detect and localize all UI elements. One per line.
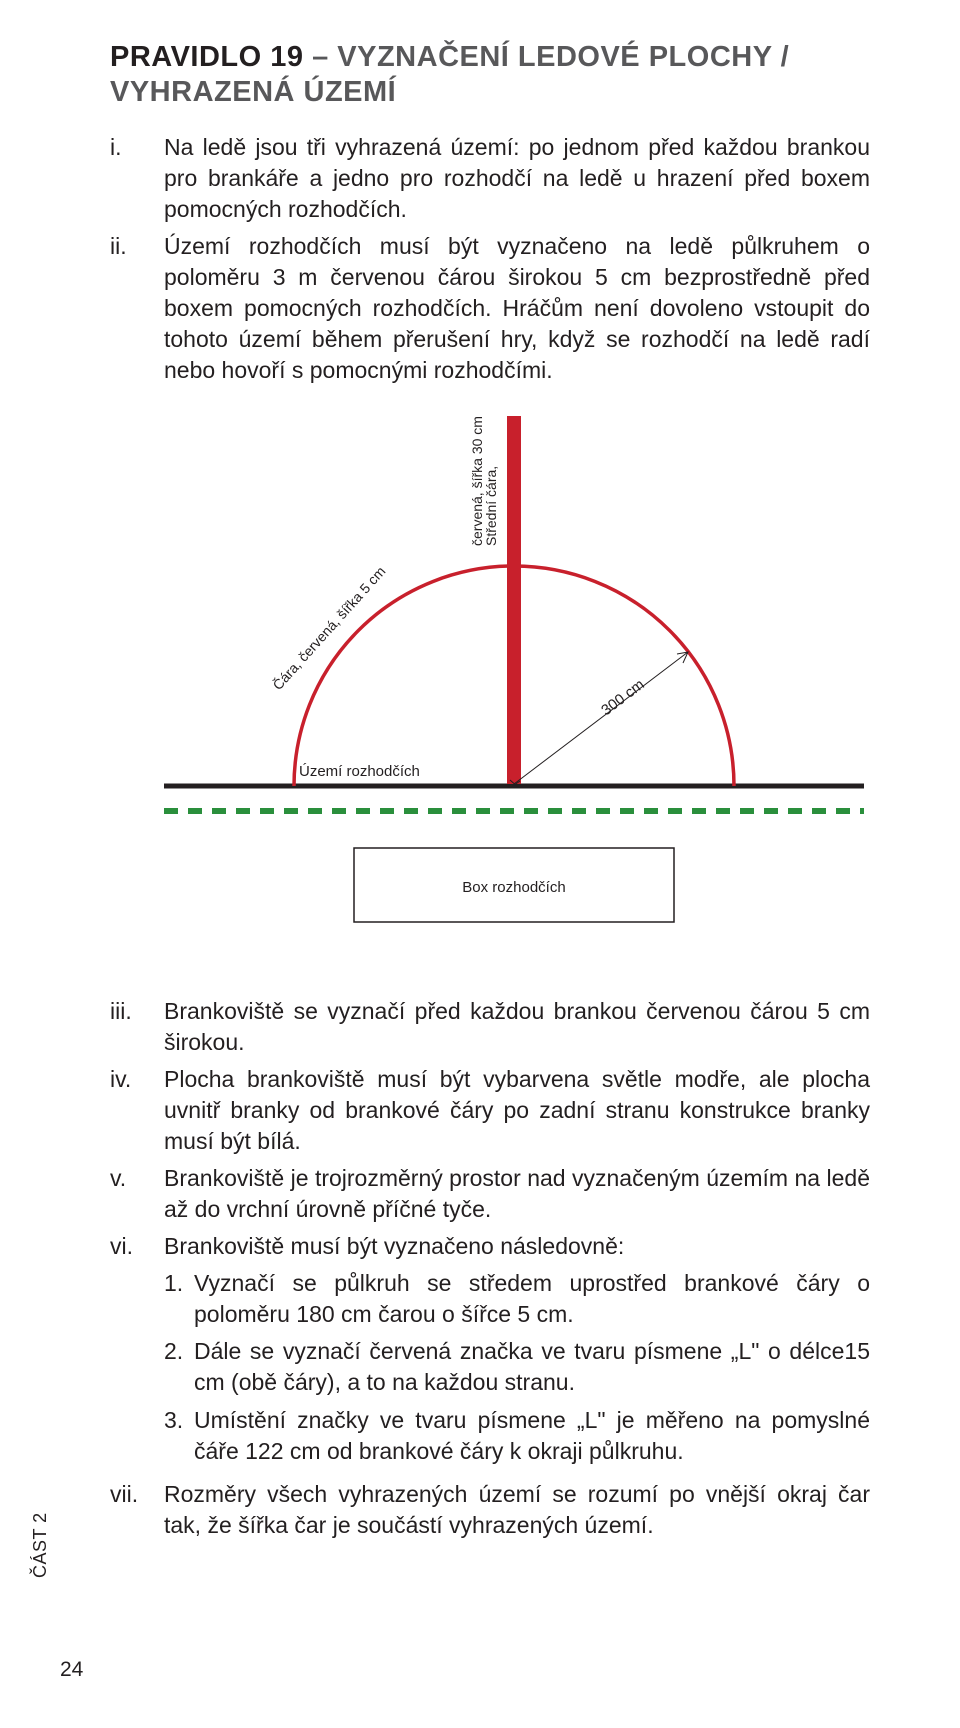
subitem-number: 3. (164, 1405, 194, 1467)
title-text-1: VYZNAČENÍ LEDOVÉ PLOCHY (337, 41, 772, 73)
rule-title: PRAVIDLO 19 – VYZNAČENÍ LEDOVÉ PLOCHY / … (110, 40, 870, 110)
list-item: 2. Dále se vyznačí červená značka ve tva… (164, 1336, 870, 1398)
item-body: Brankoviště musí být vyznačeno následovn… (164, 1231, 870, 1472)
list-item: iii. Brankoviště se vyznačí před každou … (110, 996, 870, 1058)
list-item: iv. Plocha brankoviště musí být vybarven… (110, 1064, 870, 1157)
rule-list-continued: iii. Brankoviště se vyznačí před každou … (110, 996, 870, 1541)
item-body: Rozměry všech vyhrazených území se rozum… (164, 1479, 870, 1541)
item-number: vii. (110, 1479, 164, 1541)
item-body: Brankoviště se vyznačí před každou brank… (164, 996, 870, 1058)
list-item: 1. Vyznačí se půlkruh se středem uprostř… (164, 1268, 870, 1330)
item-body: Území rozhodčích musí být vyznačeno na l… (164, 231, 870, 386)
title-text-2: VYHRAZENÁ ÚZEMÍ (110, 76, 396, 108)
item-number: iii. (110, 996, 164, 1058)
arc-label: Čára, červená, šířka 5 cm (269, 563, 388, 693)
item-body: Plocha brankoviště musí být vybarvena sv… (164, 1064, 870, 1157)
list-item: v. Brankoviště je trojrozměrný prostor n… (110, 1163, 870, 1225)
list-item: i. Na ledě jsou tři vyhrazená území: po … (110, 132, 870, 225)
subitem-body: Vyznačí se půlkruh se středem uprostřed … (194, 1268, 870, 1330)
item-text: Brankoviště musí být vyznačeno následovn… (164, 1233, 624, 1259)
title-bold: PRAVIDLO 19 (110, 41, 304, 73)
title-sep: – (312, 41, 329, 73)
item-number: iv. (110, 1064, 164, 1157)
item-number: ii. (110, 231, 164, 386)
list-item: vi. Brankoviště musí být vyznačeno násle… (110, 1231, 870, 1472)
page-number: 24 (60, 1658, 83, 1682)
item-number: v. (110, 1163, 164, 1225)
item-body: Na ledě jsou tři vyhrazená území: po jed… (164, 132, 870, 225)
rule-list: i. Na ledě jsou tři vyhrazená území: po … (110, 132, 870, 386)
figure: 300 cm Střední čára, červená, šířka 30 c… (164, 416, 870, 956)
title-slash: / (781, 41, 790, 73)
subitem-body: Umístění značky ve tvaru písmene „L" je … (194, 1405, 870, 1467)
referee-area-diagram: 300 cm Střední čára, červená, šířka 30 c… (164, 416, 864, 956)
subitem-body: Dále se vyznačí červená značka ve tvaru … (194, 1336, 870, 1398)
area-label: Území rozhodčích (299, 763, 420, 780)
item-number: vi. (110, 1231, 164, 1472)
item-number: i. (110, 132, 164, 225)
list-item: 3. Umístění značky ve tvaru písmene „L" … (164, 1405, 870, 1467)
center-line (507, 416, 521, 784)
center-line-label-1: Střední čára, (483, 466, 499, 546)
list-item: vii. Rozměry všech vyhrazených území se … (110, 1479, 870, 1541)
radius-arrow (510, 652, 688, 788)
subitem-number: 1. (164, 1268, 194, 1330)
subitem-number: 2. (164, 1336, 194, 1398)
sublist: 1. Vyznačí se půlkruh se středem uprostř… (164, 1268, 870, 1466)
radius-label: 300 cm (598, 676, 648, 719)
center-line-label-2: červená, šířka 30 cm (469, 416, 485, 546)
section-tab: ČÁST 2 (30, 1512, 51, 1578)
list-item: ii. Území rozhodčích musí být vyznačeno … (110, 231, 870, 386)
box-label: Box rozhodčích (462, 879, 565, 896)
item-body: Brankoviště je trojrozměrný prostor nad … (164, 1163, 870, 1225)
